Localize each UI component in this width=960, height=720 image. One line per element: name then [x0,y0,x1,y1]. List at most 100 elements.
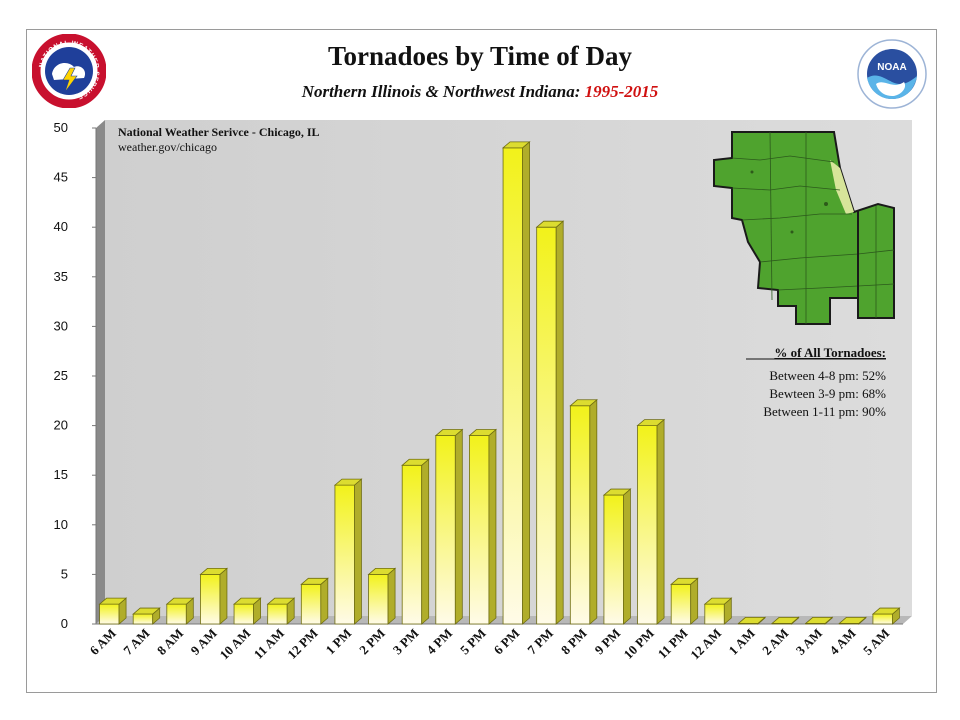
bar-front [569,405,591,625]
x-tick-label: 12 PM [284,626,320,662]
bar [367,567,397,625]
bar [501,140,531,625]
bar-cap [232,597,262,605]
bar-cap [670,577,699,585]
bar-front [872,613,893,625]
x-tick-label: 4 PM [423,626,455,658]
stat-row: Between 1-11 pm: 90% [763,404,886,419]
bar-cap [199,568,229,575]
bar [266,597,296,625]
y-tick-label: 25 [54,368,68,383]
y-tick-label: 15 [54,467,68,482]
bar-side [387,567,396,625]
bar-cap [367,568,397,575]
bar [602,488,632,625]
bar-front [267,603,288,625]
bar [535,220,565,625]
bar-cap [300,577,329,585]
stats-rows: Between 4-8 pm: 52% Bewteen 3-9 pm: 68% Be… [763,368,886,419]
bar-front [200,574,221,625]
x-tick-label: 2 AM [759,626,791,658]
y-tick-label: 45 [54,170,68,185]
x-tick-label: 9 PM [592,626,624,658]
bar-cap [401,458,430,466]
bar [232,597,262,625]
x-tick-label: 3 PM [390,626,422,658]
svg-text:NOAA: NOAA [877,62,906,73]
x-tick-label: 7 PM [524,626,556,658]
bar [165,597,195,625]
bar-front [233,603,254,625]
region-map-icon [713,131,895,325]
bar-side [488,428,497,625]
bar-cap [770,617,800,624]
bar [199,567,229,625]
bar-cap [165,597,195,605]
noaa-logo-icon: NOAA [857,39,927,109]
plot-side-wall [96,120,105,624]
bar [434,428,464,625]
bar-cap [468,429,498,436]
bar-cap [703,597,733,605]
bar-side [589,398,598,625]
bar-cap [804,617,834,624]
x-tick-label: 2 PM [356,626,388,658]
x-tick-label: 12 AM [687,626,724,663]
stats-heading: % of All Tornadoes: [774,345,886,360]
bar-front [99,603,120,625]
subtitle-years: 1995-2015 [584,82,659,101]
bar-front [300,583,322,625]
bar-front [334,484,355,625]
bar [300,577,329,625]
y-tick-label: 35 [54,269,68,284]
bar-front [435,435,456,625]
bar-side [690,577,699,625]
x-tick-label: 1 AM [725,626,757,658]
bar-front [401,464,423,625]
bar [401,458,430,625]
bar [468,428,498,625]
x-tick-label: 5 PM [457,626,489,658]
bar-side [320,577,329,625]
bar-cap [333,478,363,486]
bar [737,616,767,625]
bar-front [502,147,523,625]
y-tick-label: 50 [54,120,68,135]
bar-front [637,425,658,625]
bar-front [670,583,692,625]
x-tick-label: 6 AM [87,626,119,658]
bar-cap [871,607,901,615]
bar [703,597,733,625]
y-tick-label: 20 [54,418,68,433]
bar [670,577,699,625]
y-tick-label: 40 [54,219,68,234]
y-tick-label: 30 [54,318,68,333]
x-tick-label: 3 AM [793,626,825,658]
bar-front [166,603,187,625]
chart-title: Tornadoes by Time of Day [327,41,633,71]
x-tick-label: 9 AM [187,626,219,658]
bar-side [522,140,530,625]
bar-cap [569,399,598,407]
chart-subtitle: Northern Illinois & Northwest Indiana: 1… [0,82,960,102]
bar-side [623,488,631,625]
x-tick-label: 8 AM [154,626,186,658]
y-tick-label: 5 [61,566,68,581]
bar [98,597,128,625]
bar-series [98,140,901,625]
bar-cap [434,429,464,436]
bar-cap [737,617,767,624]
y-axis-ticks: 0 5 10 15 20 25 30 35 40 45 50 [54,120,96,631]
stat-row: Between 4-8 pm: 52% [769,368,886,383]
bar-front [469,435,490,625]
bar-front [368,574,389,625]
bar-side [421,458,430,625]
x-tick-label: 8 PM [558,626,590,658]
bar-front [704,603,725,625]
bar-cap [98,597,128,605]
y-tick-label: 10 [54,517,68,532]
bar-cap [838,617,867,624]
x-tick-label: 7 AM [120,626,152,658]
bar [569,398,598,625]
